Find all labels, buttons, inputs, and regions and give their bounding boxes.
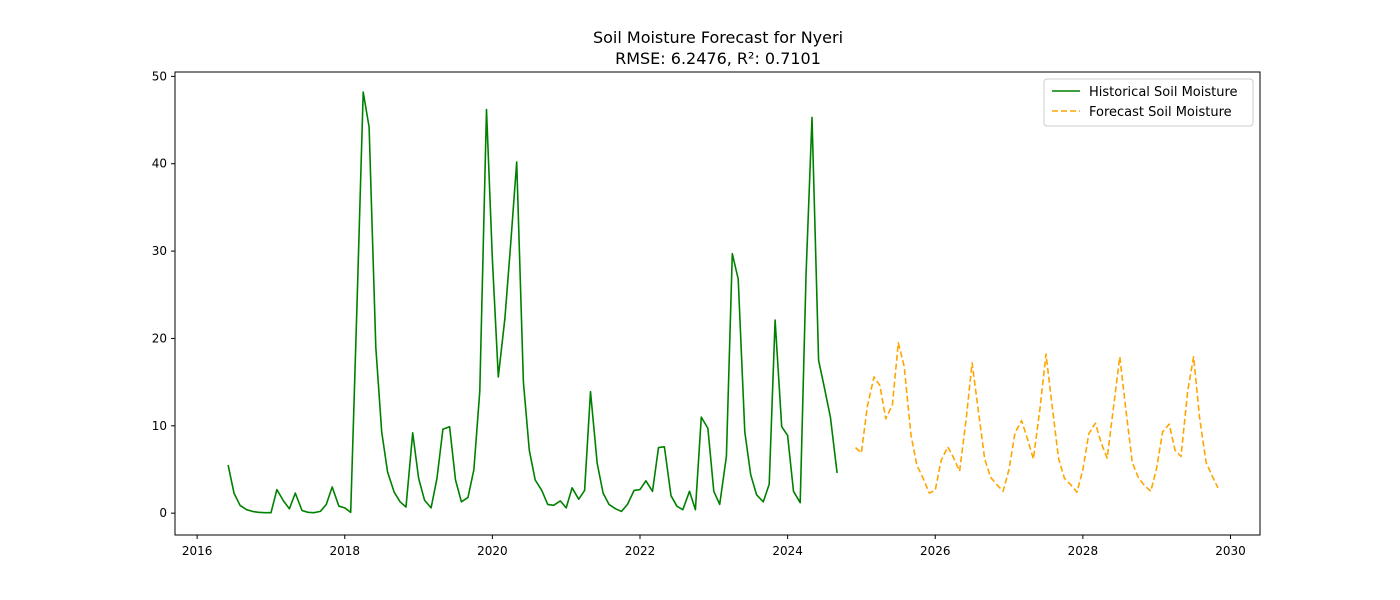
plot-lines — [227, 91, 1219, 514]
x-tick-label: 2030 — [1215, 544, 1246, 558]
y-tick-label: 10 — [152, 419, 167, 433]
y-tick-label: 20 — [152, 331, 167, 345]
series-line-forecast — [854, 342, 1219, 494]
x-tick-label: 2020 — [477, 544, 508, 558]
x-axis: 2016 2018 2020 2022 2024 2026 2028 2030 — [182, 535, 1246, 558]
chart-title: Soil Moisture Forecast for Nyeri — [593, 28, 843, 47]
legend-box — [1043, 78, 1254, 127]
y-tick-label: 50 — [152, 69, 167, 83]
plot-frame — [174, 71, 1261, 536]
x-tick-label: 2022 — [625, 544, 656, 558]
x-tick-label: 2016 — [182, 544, 213, 558]
x-tick-label: 2024 — [772, 544, 803, 558]
chart-subtitle: RMSE: 6.2476, R²: 0.7101 — [615, 49, 821, 68]
legend-historical-label: Historical Soil Moisture — [1089, 85, 1238, 100]
x-tick-label: 2018 — [329, 544, 360, 558]
legend-forecast-label: Forecast Soil Moisture — [1089, 105, 1232, 120]
y-tick-label: 40 — [152, 157, 167, 171]
series-line-historical — [227, 91, 838, 514]
x-tick-label: 2028 — [1068, 544, 1099, 558]
y-tick-label: 0 — [159, 506, 167, 520]
x-tick-label: 2026 — [920, 544, 951, 558]
y-tick-label: 30 — [152, 244, 167, 258]
y-axis: 0 10 20 30 40 50 — [152, 69, 175, 520]
legend: Historical Soil Moisture Forecast Soil M… — [1043, 78, 1254, 127]
